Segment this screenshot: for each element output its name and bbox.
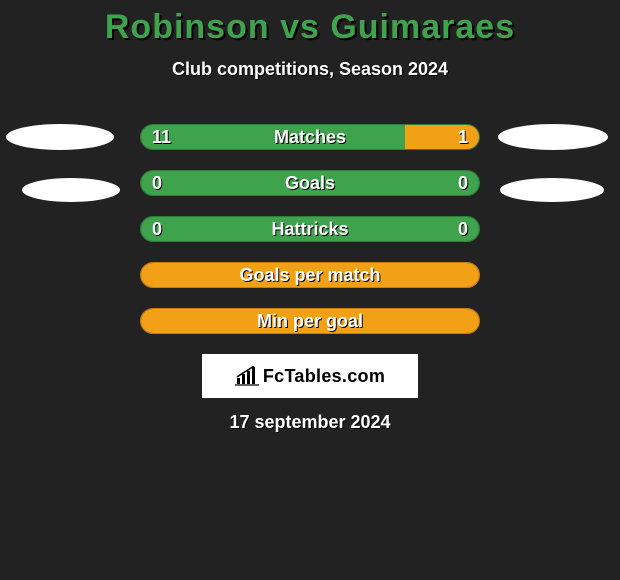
comparison-rows: Matches111 Goals00 Hattricks00 Goals per ma… [0,124,620,334]
stat-row: Min per goal [140,308,480,334]
stat-bar-left [141,125,405,149]
avatar-placeholder [6,124,114,150]
stat-bar [140,216,480,242]
stat-row: Matches111 [140,124,480,150]
stat-row: Goals per match [140,262,480,288]
bar-chart-icon [235,366,259,386]
avatar-placeholder [498,124,608,150]
brand-box: FcTables.com [202,354,418,398]
stat-bar [140,262,480,288]
stat-bar [140,124,480,150]
stat-bar [140,170,480,196]
avatar-placeholder [22,178,120,202]
stat-bar-left [141,171,479,195]
brand-text: FcTables.com [263,366,385,387]
stat-bar [140,308,480,334]
page-title: Robinson vs Guimaraes [0,0,620,47]
avatar-placeholder [500,178,604,202]
stat-bar-right [405,125,479,149]
stat-bar-left [141,217,479,241]
subtitle: Club competitions, Season 2024 [0,59,620,80]
stat-row: Hattricks00 [140,216,480,242]
stat-bar-right [141,309,479,333]
stat-bar-right [141,263,479,287]
stat-row: Goals00 [140,170,480,196]
date-stamp: 17 september 2024 [0,412,620,433]
